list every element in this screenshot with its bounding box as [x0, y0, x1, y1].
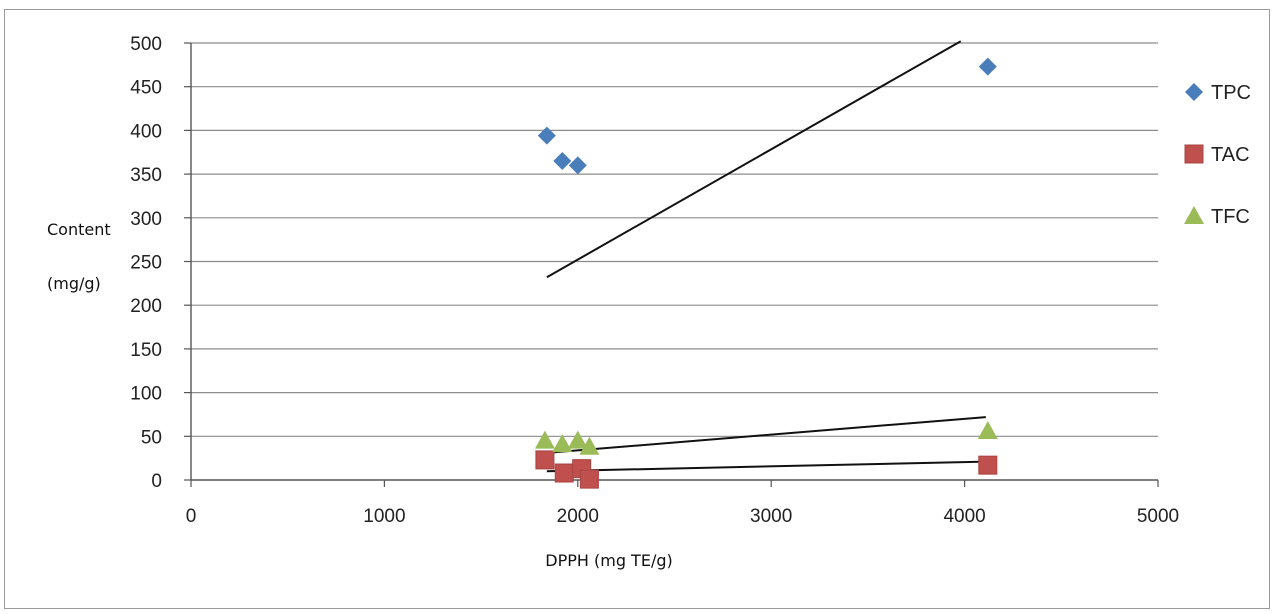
x-tick-label-5000: 5000	[1137, 506, 1179, 527]
legend-label-tpc: TPC	[1211, 82, 1251, 104]
trendlines	[546, 40, 986, 473]
tpc-point-2	[553, 151, 572, 170]
y-tick-label-300: 300	[130, 209, 162, 230]
trendline-tpc	[546, 40, 962, 279]
y-tick-label-450: 450	[130, 78, 162, 99]
tfc-point-3	[567, 430, 588, 449]
y-tick-label-50: 50	[141, 427, 162, 448]
y-tick-label-200: 200	[130, 296, 162, 317]
legend-label-tac: TAC	[1211, 144, 1250, 166]
tac-point-5	[978, 455, 998, 475]
x-tick-label-0: 0	[186, 506, 197, 527]
tfc-point-1	[534, 430, 555, 449]
y-tick-label-100: 100	[130, 384, 162, 405]
y-tick-label-250: 250	[130, 253, 162, 274]
chart-frame: 0 50 100 150 200 250 300 350 400 450 500 0 1000 2000 3…	[4, 9, 1270, 609]
tpc-point-3	[568, 156, 587, 175]
y-axis-title-line-2: (mg/g)	[47, 274, 101, 293]
x-tick-label-4000: 4000	[943, 506, 985, 527]
gridlines	[191, 42, 1158, 437]
tpc-point-4	[978, 57, 997, 76]
trendline-tac	[546, 460, 986, 473]
legend: TPC TAC TFC	[1184, 82, 1251, 228]
legend-marker-tac	[1184, 144, 1204, 164]
tfc-point-5	[977, 421, 998, 440]
legend-label-tfc: TFC	[1211, 206, 1250, 228]
y-tick-label-400: 400	[130, 121, 162, 142]
trendline-tfc	[546, 416, 986, 454]
y-tick-label-0: 0	[151, 471, 162, 492]
tac-point-4	[579, 469, 599, 489]
y-tick-label-500: 500	[130, 34, 162, 55]
y-tick-label-150: 150	[130, 340, 162, 361]
axes	[184, 42, 1159, 487]
x-tick-label-2000: 2000	[557, 506, 599, 527]
x-tick-label-3000: 3000	[750, 506, 792, 527]
legend-marker-tpc	[1185, 83, 1203, 101]
data-points	[534, 57, 998, 489]
tac-point-1	[535, 450, 555, 470]
tac-point-2	[554, 463, 574, 483]
tfc-point-2	[552, 434, 573, 453]
tfc-point-4	[579, 436, 600, 455]
legend-marker-tfc	[1184, 206, 1204, 224]
x-axis-title: DPPH (mg TE/g)	[545, 551, 672, 570]
y-axis-title-line-1: Content	[47, 220, 111, 239]
x-tick-label-1000: 1000	[363, 506, 405, 527]
tpc-point-1	[537, 126, 556, 145]
y-tick-label-350: 350	[130, 165, 162, 186]
